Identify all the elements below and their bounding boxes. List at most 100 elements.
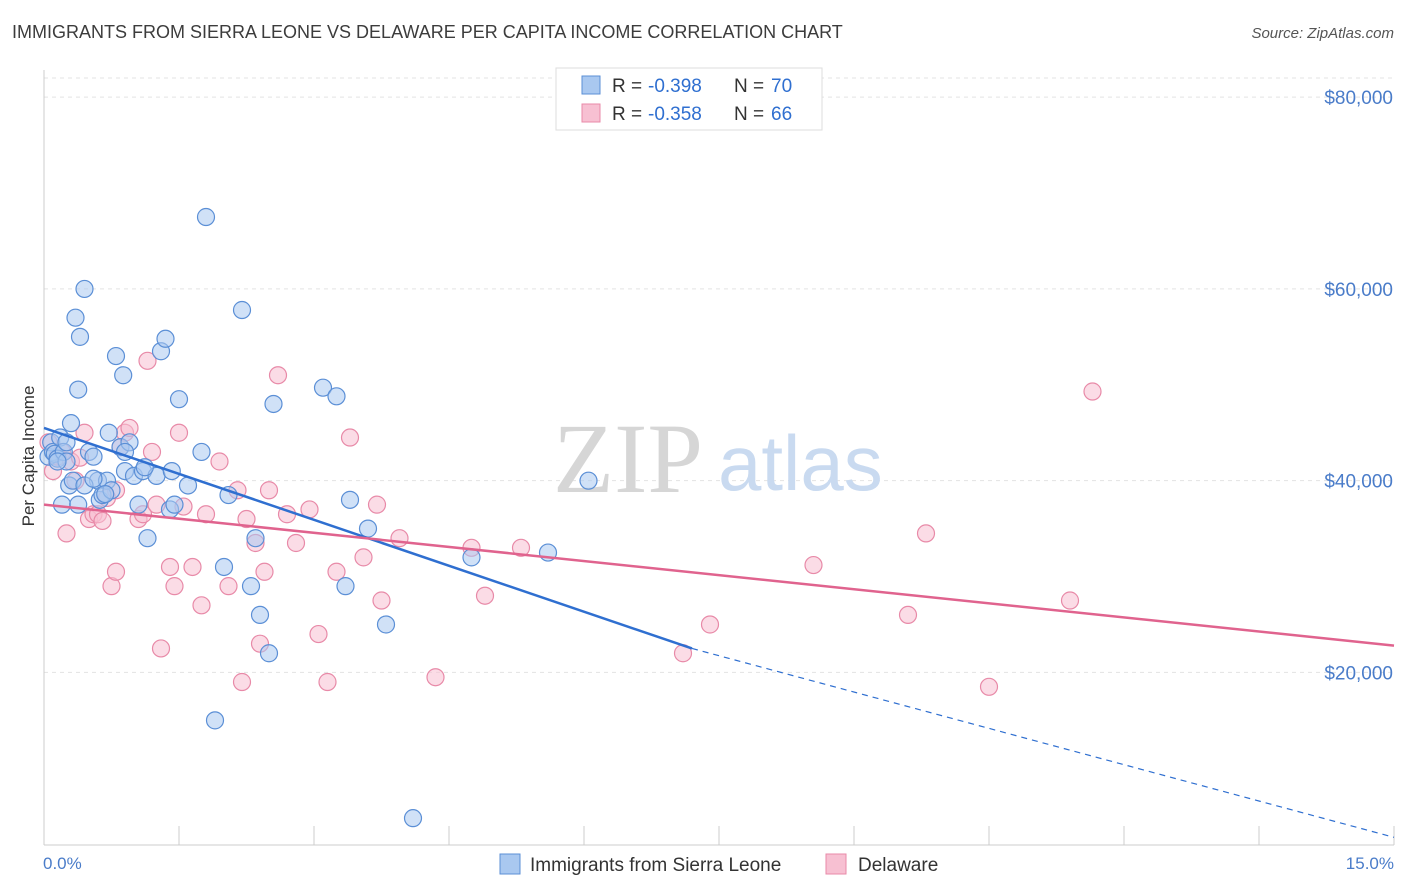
data-point — [259, 481, 279, 500]
data-point — [205, 711, 225, 730]
y-tick-labels: $20,000 $40,000 $60,000 $80,000 — [1324, 88, 1393, 684]
legend-r-label-1: R = — [612, 76, 642, 97]
data-point — [151, 639, 171, 658]
data-point — [106, 346, 126, 366]
data-point — [241, 577, 261, 596]
legend-swatch-pink — [581, 103, 601, 123]
data-point — [129, 495, 148, 514]
data-point — [214, 557, 234, 577]
data-point — [75, 279, 94, 299]
data-point — [426, 668, 445, 687]
data-point — [318, 672, 337, 692]
data-point — [183, 557, 202, 577]
data-point — [165, 577, 184, 596]
series-legend: Immigrants from Sierra Leone Delaware — [499, 853, 938, 876]
legend-n-label-2: N = — [734, 104, 764, 125]
data-point — [237, 509, 256, 529]
y-tick-label: $60,000 — [1324, 280, 1393, 301]
data-point — [259, 644, 279, 663]
data-point — [268, 366, 288, 385]
x-tick-min: 0.0% — [43, 854, 82, 873]
legend-r-label-2: R = — [612, 104, 642, 125]
data-point — [165, 495, 184, 514]
data-point — [52, 495, 72, 514]
data-point — [336, 577, 355, 596]
data-point — [511, 538, 531, 557]
y-tick-label: $40,000 — [1324, 472, 1393, 493]
data-point — [327, 387, 346, 406]
data-point — [196, 207, 216, 227]
data-point — [475, 586, 495, 605]
data-point — [57, 524, 76, 543]
watermark-zip: ZIP — [553, 403, 703, 514]
data-point — [340, 428, 360, 447]
data-point — [403, 809, 423, 828]
data-point — [93, 511, 112, 531]
legend-n-value-2: 66 — [771, 104, 792, 125]
data-point — [219, 577, 238, 596]
data-point — [169, 423, 189, 442]
data-point — [219, 485, 238, 505]
bottom-legend-swatch-blue — [499, 853, 521, 875]
chart-title: IMMIGRANTS FROM SIERRA LEONE VS DELAWARE… — [12, 22, 843, 42]
data-point — [462, 548, 481, 567]
data-point — [66, 308, 85, 327]
watermark-atlas: atlas — [718, 419, 883, 507]
data-point — [979, 677, 999, 696]
data-point — [169, 390, 189, 409]
legend-r-value-1: -0.398 — [648, 76, 702, 97]
data-point — [232, 672, 252, 692]
y-tick-label: $20,000 — [1324, 663, 1393, 684]
data-point — [210, 452, 229, 471]
data-point — [70, 327, 90, 346]
data-point — [232, 300, 252, 320]
data-point — [69, 495, 88, 514]
data-point — [114, 366, 133, 385]
correlation-legend: R = -0.398 N = 70 R = -0.358 N = 66 — [555, 67, 823, 131]
data-point — [48, 452, 67, 471]
data-point — [358, 519, 378, 538]
data-point — [916, 524, 936, 543]
data-point — [250, 605, 270, 625]
sierra-leone-points — [39, 207, 598, 828]
data-point — [1060, 591, 1080, 610]
bottom-legend-swatch-pink — [825, 853, 847, 875]
bottom-legend-label-1: Immigrants from Sierra Leone — [530, 855, 781, 876]
data-point — [192, 442, 211, 462]
data-point — [138, 529, 157, 548]
data-point — [700, 615, 720, 634]
legend-n-label-1: N = — [734, 76, 764, 97]
data-point — [354, 548, 373, 567]
y-axis-label: Per Capita Income — [19, 386, 38, 527]
data-point — [69, 380, 88, 399]
data-point — [286, 533, 306, 553]
chart-source: Source: ZipAtlas.com — [1251, 25, 1394, 42]
watermark: ZIP atlas — [553, 403, 883, 514]
legend-swatch-blue — [581, 75, 601, 95]
data-point — [99, 423, 118, 442]
data-point — [255, 562, 274, 581]
data-point — [142, 442, 162, 462]
data-point — [84, 469, 103, 488]
legend-r-value-2: -0.358 — [648, 104, 702, 125]
data-point — [246, 529, 265, 548]
blue-trend-extension — [691, 647, 1395, 838]
data-point — [327, 562, 346, 581]
data-point — [61, 414, 81, 433]
data-point — [264, 394, 283, 414]
bottom-legend-label-2: Delaware — [858, 855, 938, 876]
data-point — [372, 591, 391, 610]
data-point — [898, 605, 918, 625]
data-point — [367, 495, 387, 514]
data-point — [804, 555, 823, 575]
data-point — [192, 596, 211, 615]
data-point — [156, 329, 175, 348]
data-point — [96, 484, 115, 504]
trend-lines — [43, 426, 1395, 838]
data-point — [106, 562, 126, 581]
data-point — [390, 529, 409, 548]
data-point — [579, 471, 598, 490]
data-point — [160, 557, 180, 577]
data-point — [1083, 382, 1102, 401]
